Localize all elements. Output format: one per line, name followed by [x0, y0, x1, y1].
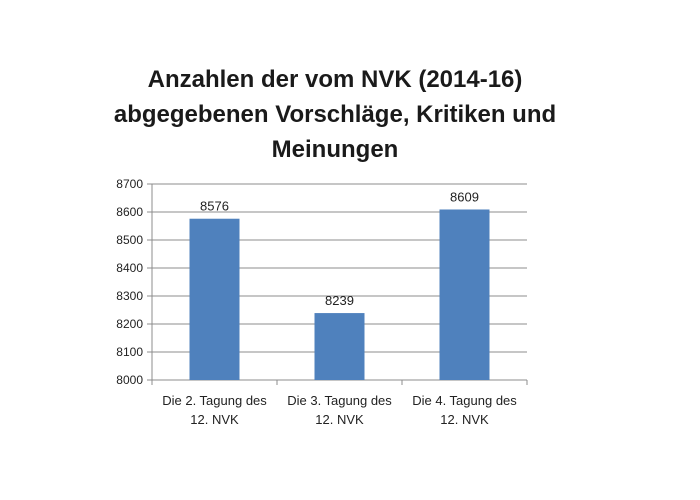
- y-tick-label: 8600: [116, 205, 143, 219]
- data-label: 8576: [200, 199, 229, 214]
- chart-title-line-2: abgegebenen Vorschläge, Kritiken und: [113, 101, 557, 128]
- bar: [314, 313, 365, 380]
- y-tick-label: 8500: [116, 233, 143, 247]
- y-tick-label: 8000: [116, 373, 143, 387]
- category-label: 12. NVK: [315, 412, 364, 427]
- chart-title: Anzahlen der vom NVK (2014-16) abgegeben…: [90, 62, 580, 167]
- category-label: Die 4. Tagung des: [412, 393, 517, 408]
- data-label: 8239: [325, 293, 354, 308]
- y-tick-label: 8400: [116, 261, 143, 275]
- chart-title-line-3: Meinungen: [271, 136, 399, 163]
- category-label: 12. NVK: [190, 412, 239, 427]
- category-label: 12. NVK: [440, 412, 489, 427]
- y-tick-label: 8200: [116, 317, 143, 331]
- category-label: Die 2. Tagung des: [162, 393, 267, 408]
- y-tick-label: 8300: [116, 289, 143, 303]
- bar: [439, 209, 490, 380]
- category-label: Die 3. Tagung des: [287, 393, 392, 408]
- y-tick-label: 8100: [116, 345, 143, 359]
- y-tick-label: 8700: [116, 177, 143, 191]
- chart-title-line-1: Anzahlen der vom NVK (2014-16): [147, 66, 523, 93]
- bar: [189, 218, 240, 380]
- data-label: 8609: [450, 189, 479, 204]
